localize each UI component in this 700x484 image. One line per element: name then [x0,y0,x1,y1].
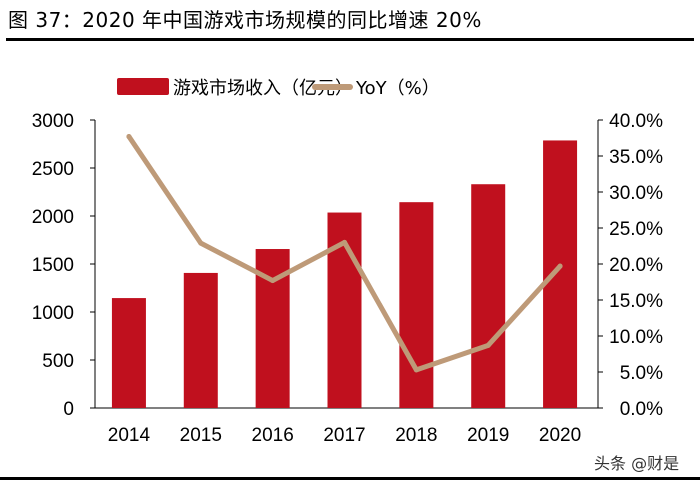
figure-title: 图 37：2020 年中国游戏市场规模的同比增速 20% [8,8,482,32]
left-tick-label: 2000 [32,207,74,228]
yoy-point-2018 [413,367,419,373]
legend-label-yoy: YoY（%） [355,78,440,99]
watermark: 头条 @财是 [594,454,680,473]
yoy-point-2014 [126,134,132,140]
yoy-point-2016 [270,278,276,284]
left-tick-label: 3000 [32,111,74,132]
left-tick-label: 1500 [32,255,74,276]
bar-2019 [471,184,506,408]
left-tick-label: 2500 [32,159,74,180]
right-tick-label: 30.0% [609,183,663,204]
legend-label-revenue: 游戏市场收入（亿元） [173,78,353,99]
left-tick-label: 0 [63,399,74,420]
right-tick-label: 40.0% [609,111,663,132]
x-tick-label: 2019 [467,425,509,446]
yoy-point-2020 [557,263,563,269]
right-tick-label: 35.0% [609,147,663,168]
right-tick-label: 5.0% [620,363,663,384]
title-divider [6,38,694,41]
right-tick-label: 20.0% [609,255,663,276]
legend: 游戏市场收入（亿元） YoY（%） [117,78,440,99]
bar-2018 [399,202,434,408]
yoy-point-2015 [198,240,204,246]
x-tick-label: 2017 [323,425,365,446]
x-tick-label: 2016 [252,425,294,446]
left-tick-label: 1000 [32,303,74,324]
bar-2015 [183,272,218,408]
right-tick-label: 25.0% [609,219,663,240]
x-tick-label: 2018 [395,425,437,446]
x-tick-label: 2015 [180,425,222,446]
bottom-divider [0,477,700,480]
right-tick-label: 10.0% [609,327,663,348]
right-tick-label: 15.0% [609,291,663,312]
right-tick-label: 0.0% [620,399,663,420]
left-tick-label: 500 [42,351,74,372]
yoy-point-2017 [342,239,347,245]
legend-swatch-revenue [117,78,169,95]
x-tick-label: 2014 [108,425,151,446]
bar-2014 [111,298,146,408]
bar-2020 [543,140,578,408]
x-tick-label: 2020 [539,425,581,446]
yoy-point-2019 [485,342,491,348]
